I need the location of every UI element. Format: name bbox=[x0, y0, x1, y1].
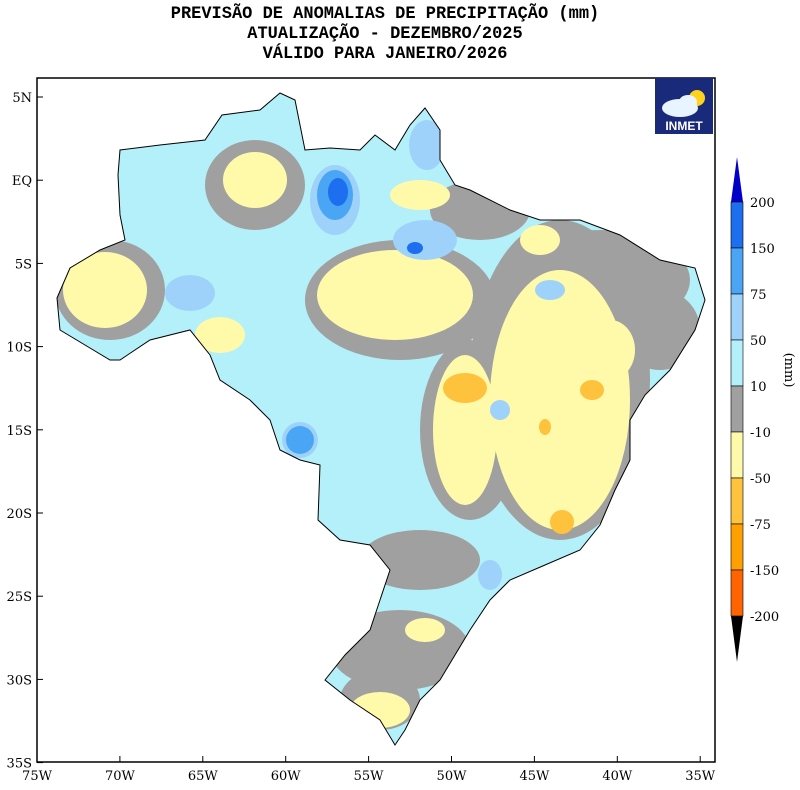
anomaly-region bbox=[165, 275, 215, 311]
colorbar-label: 10 bbox=[750, 380, 767, 395]
anomaly-region bbox=[520, 225, 560, 255]
anomaly-region bbox=[490, 400, 510, 420]
lon-tick-label: 35W bbox=[685, 769, 716, 784]
anomaly-region bbox=[393, 220, 457, 260]
lat-tick-label: 5N bbox=[12, 91, 32, 106]
lat-tick-label: 35S bbox=[7, 757, 32, 772]
colorbar-segment bbox=[730, 523, 744, 571]
lon-tick-label: 75W bbox=[22, 769, 53, 784]
colorbar-segment bbox=[730, 247, 744, 295]
colorbar-min-arrow bbox=[731, 616, 743, 662]
colorbar-segment bbox=[730, 385, 744, 433]
anomaly-region bbox=[443, 373, 487, 403]
colorbar-label: -50 bbox=[750, 472, 771, 487]
lon-tick-label: 60W bbox=[271, 769, 302, 784]
colorbar-label: 150 bbox=[750, 242, 775, 257]
colorbar-label: -150 bbox=[750, 564, 779, 579]
logo-text: INMET bbox=[665, 119, 703, 133]
colorbar-label: 200 bbox=[750, 196, 775, 211]
anomaly-region bbox=[63, 252, 147, 328]
map-title: PREVISÃO DE ANOMALIAS DE PRECIPITAÇÃO (m… bbox=[170, 4, 600, 25]
anomaly-region bbox=[620, 290, 700, 370]
anomaly-region bbox=[405, 618, 445, 642]
lat-tick-label: 30S bbox=[7, 673, 32, 688]
colorbar: 200 150 75 50 10 -10 -50 -75 -150 -200 bbox=[730, 157, 779, 662]
colorbar-segment bbox=[730, 477, 744, 525]
anomaly-region bbox=[407, 242, 423, 254]
colorbar-unit: (mm) bbox=[781, 353, 796, 388]
anomaly-region bbox=[317, 250, 473, 340]
lat-tick-label: EQ bbox=[12, 174, 32, 189]
colorbar-segment bbox=[730, 339, 744, 387]
anomaly-region bbox=[539, 419, 551, 435]
colorbar-segment bbox=[730, 201, 744, 249]
anomaly-region bbox=[328, 178, 348, 206]
lon-tick-label: 40W bbox=[602, 769, 633, 784]
lon-tick-label: 70W bbox=[105, 769, 136, 784]
anomaly-region bbox=[286, 426, 314, 454]
inmet-logo: INMET bbox=[655, 78, 713, 134]
colorbar-label: -75 bbox=[750, 518, 771, 533]
anomaly-region bbox=[580, 380, 604, 400]
anomaly-region bbox=[478, 560, 502, 590]
anomaly-region bbox=[390, 180, 450, 210]
map-subtitle-update: ATUALIZAÇÃO - DEZEMBRO/2025 bbox=[247, 24, 523, 45]
lon-tick-label: 50W bbox=[437, 769, 468, 784]
lat-tick-label: 10S bbox=[7, 341, 32, 356]
colorbar-segment bbox=[730, 293, 744, 341]
lat-tick-label: 5S bbox=[15, 257, 32, 272]
anomaly-region bbox=[360, 530, 480, 590]
anomaly-region bbox=[223, 152, 287, 208]
anomaly-region bbox=[490, 270, 630, 530]
anomaly-region bbox=[409, 120, 445, 170]
lat-tick-label: 25S bbox=[7, 590, 32, 605]
anomaly-region bbox=[550, 510, 574, 534]
lon-tick-label: 65W bbox=[188, 769, 219, 784]
colorbar-label: -200 bbox=[750, 610, 779, 625]
colorbar-segment bbox=[730, 569, 744, 617]
anomaly-region bbox=[585, 320, 635, 380]
colorbar-label: -10 bbox=[750, 426, 771, 441]
lat-tick-label: 15S bbox=[7, 424, 32, 439]
brazil-outline bbox=[56, 92, 706, 746]
colorbar-label: 50 bbox=[750, 334, 767, 349]
anomaly-region bbox=[195, 317, 245, 353]
colorbar-label: 75 bbox=[750, 288, 767, 303]
lat-tick-label: 20S bbox=[7, 507, 32, 522]
lon-tick-label: 45W bbox=[519, 769, 550, 784]
map-subtitle-valid: VÁLIDO PARA JANEIRO/2026 bbox=[262, 44, 508, 65]
colorbar-max-arrow bbox=[731, 157, 743, 202]
anomaly-region bbox=[535, 280, 565, 300]
lon-tick-label: 55W bbox=[354, 769, 385, 784]
colorbar-segment bbox=[730, 431, 744, 479]
